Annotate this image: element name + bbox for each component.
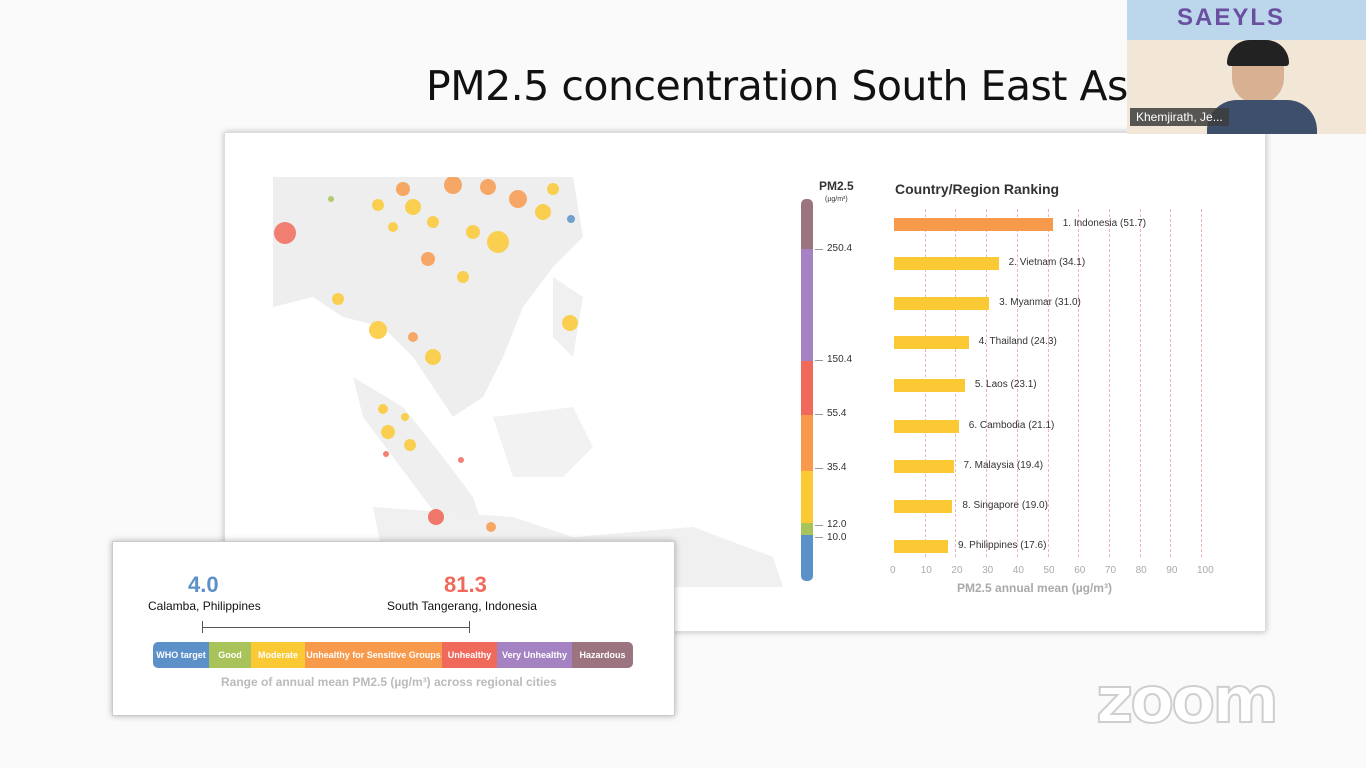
min-value: 4.0 xyxy=(188,572,219,597)
grid-line xyxy=(1078,209,1080,557)
rank-bar xyxy=(894,257,999,270)
rank-label: 2. Vietnam (34.1) xyxy=(1008,257,1086,268)
legend-tick: 55.4 xyxy=(827,408,847,419)
rank-label: 5. Laos (23.1) xyxy=(974,379,1037,390)
axis-tick: 90 xyxy=(1166,565,1178,576)
category-bar: WHO target Good Moderate Unhealthy for S… xyxy=(153,642,633,668)
slide-title: PM2.5 concentration South East Asia in xyxy=(426,62,1213,110)
min-city: Calamba, Philippines xyxy=(148,599,261,613)
category-hazardous: Hazardous xyxy=(572,642,633,668)
rank-label: 7. Malaysia (19.4) xyxy=(963,460,1044,471)
rank-bar xyxy=(894,500,953,513)
legend-tick: 35.4 xyxy=(827,462,847,473)
range-card: 4.0 Calamba, Philippines 81.3 South Tang… xyxy=(112,541,675,716)
legend-tick: 150.4 xyxy=(827,354,853,365)
axis-tick: 60 xyxy=(1074,565,1086,576)
rank-label: 8. Singapore (19.0) xyxy=(962,500,1048,511)
grid-line xyxy=(1016,209,1018,557)
category-unhealthy: Unhealthy xyxy=(442,642,497,668)
axis-tick: 50 xyxy=(1043,565,1055,576)
rank-label: 9. Philippines (17.6) xyxy=(958,540,1047,551)
grid-line xyxy=(1201,209,1202,557)
range-caption: Range of annual mean PM2.5 (µg/m³) acros… xyxy=(221,675,557,689)
axis-tick: 80 xyxy=(1135,565,1147,576)
color-scale xyxy=(801,199,813,581)
grid-line xyxy=(1047,209,1049,557)
rank-label: 6. Cambodia (21.1) xyxy=(968,420,1055,431)
legend-tick: 250.4 xyxy=(827,243,853,254)
axis-tick: 40 xyxy=(1012,565,1024,576)
category-moderate: Moderate xyxy=(251,642,305,668)
participant-video[interactable]: SAEYLS Khemjirath, Je... xyxy=(1127,0,1366,134)
rank-bar xyxy=(894,379,965,392)
grid-line xyxy=(1108,209,1110,557)
category-who: WHO target xyxy=(153,642,209,668)
ranking-title: Country/Region Ranking xyxy=(895,181,1060,197)
rank-bar xyxy=(894,336,969,349)
legend-title: PM2.5 xyxy=(819,179,854,193)
axis-tick: 0 xyxy=(890,565,896,576)
rank-bar xyxy=(894,420,959,433)
participant-name: Khemjirath, Je... xyxy=(1130,108,1229,126)
grid-line xyxy=(1139,209,1141,557)
legend-unit: (µg/m³) xyxy=(825,196,848,203)
grid-line xyxy=(986,209,988,557)
rank-label: 3. Myanmar (31.0) xyxy=(999,297,1081,308)
max-city: South Tangerang, Indonesia xyxy=(387,599,537,613)
station-markers xyxy=(274,177,578,532)
rank-label: 1. Indonesia (51.7) xyxy=(1062,218,1147,229)
axis-tick: 10 xyxy=(920,565,932,576)
video-banner-art: SAEYLS xyxy=(1177,4,1286,31)
zoom-logo: zoom xyxy=(1095,663,1280,739)
rank-bar xyxy=(894,460,954,473)
rank-bar xyxy=(894,540,949,553)
legend-tick: 10.0 xyxy=(827,532,847,543)
category-good: Good xyxy=(209,642,251,668)
category-very-unhealthy: Very Unhealthy xyxy=(497,642,572,668)
axis-tick: 100 xyxy=(1197,565,1214,576)
axis-title: PM2.5 annual mean (µg/m³) xyxy=(957,581,1112,595)
legend-tick: 12.0 xyxy=(827,519,847,530)
axis-tick: 70 xyxy=(1104,565,1117,576)
rank-bar xyxy=(894,297,990,310)
axis-tick: 20 xyxy=(951,565,963,576)
rank-label: 4. Thailand (24.3) xyxy=(978,336,1057,347)
category-sensitive: Unhealthy for Sensitive Groups xyxy=(305,642,442,668)
max-value: 81.3 xyxy=(444,572,487,597)
pm25-map xyxy=(273,177,783,587)
axis-tick: 30 xyxy=(982,565,994,576)
grid-line xyxy=(1170,209,1172,557)
rank-bar xyxy=(894,218,1053,231)
